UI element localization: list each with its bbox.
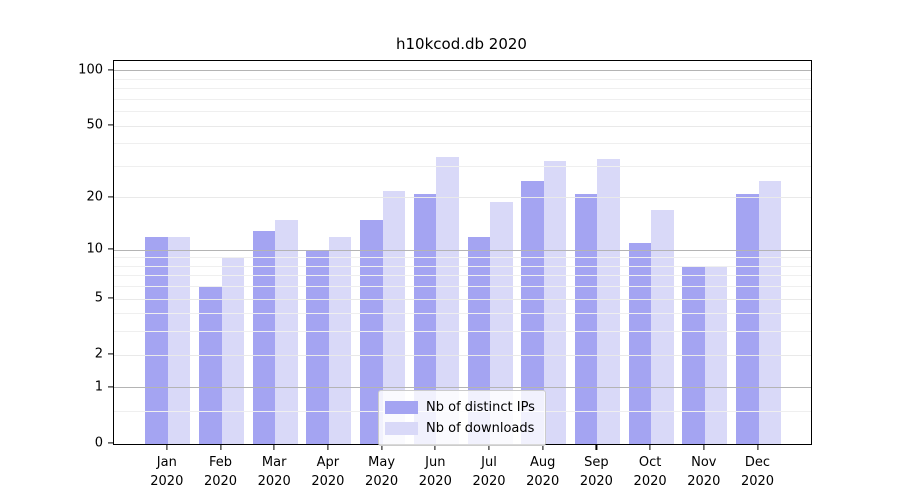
bar-apr-distinct-ips bbox=[306, 250, 329, 444]
x-tick-mark-sep bbox=[595, 444, 597, 450]
bar-jul-downloads bbox=[490, 201, 513, 444]
x-tick-label-sep: Sep 2020 bbox=[579, 455, 613, 489]
plot-area bbox=[113, 60, 812, 445]
bar-mar-distinct-ips bbox=[252, 230, 276, 444]
y-tick-mark-100 bbox=[108, 69, 113, 71]
x-tick-mark-dec bbox=[756, 444, 759, 450]
gridline-y-30 bbox=[114, 165, 811, 167]
x-tick-label-apr: Apr 2020 bbox=[311, 455, 345, 489]
x-tick-mark-jun bbox=[434, 444, 436, 450]
gridline-y-9 bbox=[114, 257, 811, 259]
gridline-y-90 bbox=[114, 78, 811, 80]
bar-feb-distinct-ips bbox=[199, 286, 222, 444]
legend-label: Nb of distinct IPs bbox=[426, 400, 535, 415]
y-tick-label-10: 10 bbox=[86, 241, 103, 257]
gridline-y-80 bbox=[114, 88, 811, 90]
x-tick-mark-nov bbox=[703, 444, 705, 450]
bar-feb-downloads bbox=[221, 257, 244, 444]
chart-title: h10kcod.db 2020 bbox=[396, 35, 527, 53]
x-tick-label-aug: Aug 2020 bbox=[526, 455, 560, 489]
y-tick-label-0: 0 bbox=[94, 435, 103, 451]
y-tick-label-50: 50 bbox=[86, 117, 103, 133]
y-tick-mark-0 bbox=[108, 442, 113, 444]
gridline-y-100 bbox=[114, 70, 811, 72]
gridline-y-40 bbox=[114, 143, 811, 145]
bar-jan-distinct-ips bbox=[145, 236, 168, 444]
bar-jun-distinct-ips bbox=[413, 194, 437, 444]
gridline-y-50 bbox=[114, 125, 811, 127]
gridline-y-20 bbox=[114, 197, 811, 199]
y-tick-mark-5 bbox=[108, 297, 113, 299]
x-tick-label-nov: Nov 2020 bbox=[687, 455, 721, 489]
y-tick-mark-2 bbox=[108, 353, 113, 355]
x-tick-label-mar: Mar 2020 bbox=[257, 455, 291, 489]
gridline-y-10 bbox=[114, 249, 811, 251]
y-tick-mark-10 bbox=[108, 248, 113, 250]
legend-label: Nb of downloads bbox=[426, 421, 535, 436]
bar-dec-downloads bbox=[758, 180, 781, 444]
x-tick-label-oct: Oct 2020 bbox=[633, 455, 667, 489]
bar-sep-downloads bbox=[597, 159, 620, 444]
bar-jun-downloads bbox=[436, 156, 459, 444]
y-tick-mark-20 bbox=[108, 196, 113, 198]
x-tick-label-may: May 2020 bbox=[365, 455, 399, 489]
y-tick-label-100: 100 bbox=[78, 62, 103, 78]
x-tick-label-feb: Feb 2020 bbox=[203, 455, 238, 489]
x-tick-mark-jul bbox=[488, 444, 490, 450]
legend-row: Nb of downloads bbox=[385, 418, 535, 439]
bar-oct-downloads bbox=[651, 210, 674, 444]
bar-oct-distinct-ips bbox=[628, 243, 652, 444]
bar-dec-distinct-ips bbox=[736, 194, 759, 444]
x-tick-mark-jan bbox=[166, 444, 168, 450]
x-tick-label-dec: Dec 2020 bbox=[740, 455, 775, 489]
bar-apr-downloads bbox=[328, 236, 352, 444]
y-tick-label-1: 1 bbox=[94, 379, 103, 395]
y-tick-label-20: 20 bbox=[86, 189, 103, 205]
bar-mar-downloads bbox=[275, 219, 298, 444]
x-tick-label-jun: Jun 2020 bbox=[418, 455, 452, 489]
y-tick-mark-1 bbox=[108, 386, 113, 388]
y-tick-label-2: 2 bbox=[94, 346, 103, 362]
bar-aug-downloads bbox=[543, 161, 567, 444]
bar-may-downloads bbox=[382, 190, 406, 444]
bar-nov-downloads bbox=[704, 266, 728, 444]
bar-nov-distinct-ips bbox=[682, 266, 705, 444]
legend: Nb of distinct IPs Nb of downloads bbox=[378, 390, 546, 446]
x-tick-label-jul: Jul 2020 bbox=[472, 455, 506, 489]
y-tick-label-5: 5 bbox=[94, 290, 103, 306]
gridline-y-60 bbox=[114, 111, 811, 113]
bar-aug-distinct-ips bbox=[521, 180, 544, 444]
legend-swatch-distinct-ips bbox=[385, 401, 418, 414]
bar-sep-distinct-ips bbox=[574, 194, 598, 444]
gridline-y-70 bbox=[114, 98, 811, 100]
x-tick-mark-may bbox=[381, 444, 383, 450]
x-tick-mark-feb bbox=[219, 444, 222, 450]
x-tick-mark-mar bbox=[273, 444, 275, 450]
legend-swatch-downloads bbox=[385, 422, 418, 435]
x-tick-mark-oct bbox=[649, 444, 651, 450]
bar-jan-downloads bbox=[167, 236, 191, 444]
legend-row: Nb of distinct IPs bbox=[385, 397, 535, 418]
x-tick-mark-apr bbox=[327, 444, 329, 450]
x-tick-mark-aug bbox=[542, 444, 544, 450]
y-tick-mark-50 bbox=[108, 124, 113, 126]
x-tick-label-jan: Jan 2020 bbox=[150, 455, 184, 489]
